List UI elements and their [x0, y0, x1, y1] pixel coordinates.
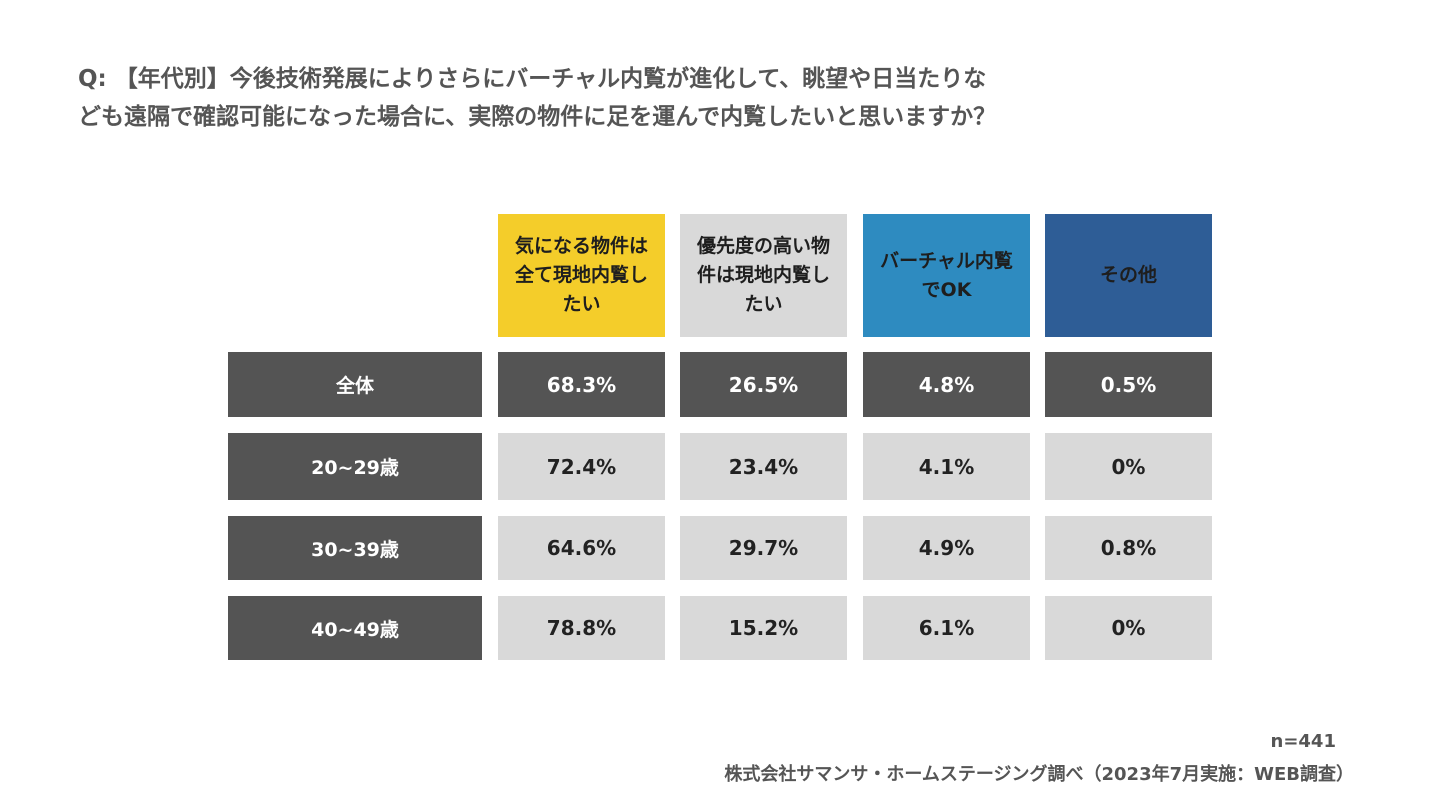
table-cell: 15.2% [680, 596, 847, 660]
table-cell: 6.1% [863, 596, 1030, 660]
table-cell: 4.8% [863, 352, 1030, 417]
table-cell: 29.7% [680, 516, 847, 580]
row-label: 全体 [228, 352, 482, 417]
column-header: 気になる物件は全て現地内覧したい [498, 214, 665, 337]
table-cell: 4.1% [863, 433, 1030, 500]
table-cell: 78.8% [498, 596, 665, 660]
table-cell: 68.3% [498, 352, 665, 417]
question-title: Q: 【年代別】今後技術発展によりさらにバーチャル内覧が進化して、眺望や日当たり… [78, 66, 997, 130]
row-label: 20~29歳 [228, 433, 482, 500]
column-header: バーチャル内覧でOK [863, 214, 1030, 337]
table-cell: 4.9% [863, 516, 1030, 580]
source-note: 株式会社サマンサ・ホームステージング調べ（2023年7月実施：WEB調査） [724, 764, 1354, 785]
table-cell: 0.5% [1045, 352, 1212, 417]
table-cell: 0.8% [1045, 516, 1212, 580]
row-label: 30~39歳 [228, 516, 482, 580]
column-header: その他 [1045, 214, 1212, 337]
sample-size: n=441 [1270, 731, 1336, 752]
column-header: 優先度の高い物件は現地内覧したい [680, 214, 847, 337]
table-cell: 26.5% [680, 352, 847, 417]
table-cell: 64.6% [498, 516, 665, 580]
row-label: 40~49歳 [228, 596, 482, 660]
table-cell: 23.4% [680, 433, 847, 500]
table-cell: 0% [1045, 596, 1212, 660]
table-cell: 72.4% [498, 433, 665, 500]
table-cell: 0% [1045, 433, 1212, 500]
